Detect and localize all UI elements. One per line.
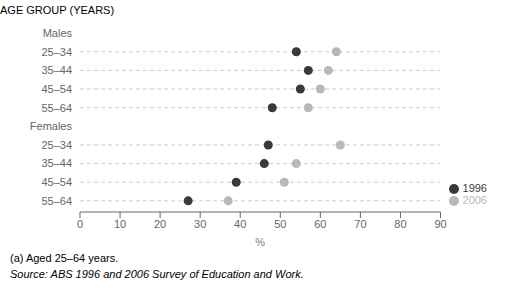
svg-text:35–44: 35–44 <box>41 157 72 169</box>
svg-text:55–64: 55–64 <box>41 102 72 114</box>
html-text:1996: 1996 <box>462 181 487 194</box>
svg-text:40: 40 <box>234 218 246 230</box>
html-text:Source: ABS 1996 and 2006 Surv: Source: ABS 1996 and 2006 Survey of Educ… <box>10 268 304 280</box>
svg-text:Females: Females <box>30 120 73 132</box>
svg-text:50: 50 <box>274 218 286 230</box>
svg-text:35–44: 35–44 <box>41 64 72 76</box>
svg-text:25–34: 25–34 <box>41 46 72 58</box>
svg-text:0: 0 <box>77 218 83 230</box>
svg-text:%: % <box>255 236 265 248</box>
svg-text:25–34: 25–34 <box>41 139 72 151</box>
html-text:2006: 2006 <box>462 193 487 206</box>
svg-text:30: 30 <box>194 218 206 230</box>
svg-text:80: 80 <box>394 218 406 230</box>
svg-text:10: 10 <box>114 218 126 230</box>
svg-text:60: 60 <box>314 218 326 230</box>
svg-text:Males: Males <box>43 27 73 39</box>
svg-text:20: 20 <box>154 218 166 230</box>
html-text:(a) Aged 25–64 years.: (a) Aged 25–64 years. <box>10 252 119 264</box>
svg-text:90: 90 <box>434 218 446 230</box>
svg-text:45–54: 45–54 <box>41 83 72 95</box>
html-text:AGE GROUP (YEARS): AGE GROUP (YEARS) <box>0 4 115 16</box>
svg-text:55–64: 55–64 <box>41 195 72 207</box>
svg-text:70: 70 <box>354 218 366 230</box>
svg-text:45–54: 45–54 <box>41 176 72 188</box>
